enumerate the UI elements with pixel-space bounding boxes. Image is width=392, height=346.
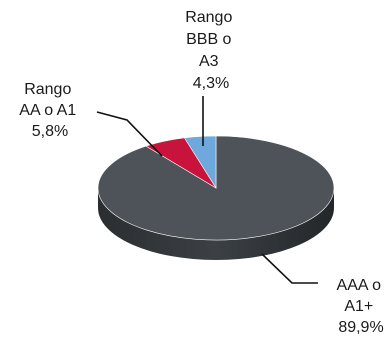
- pie-sides: [98, 188, 334, 260]
- slice-label-bbb: Rango BBB o A3 4,3%: [185, 9, 237, 92]
- pie-side-aaa: [98, 188, 334, 260]
- leader-lines: [96, 96, 318, 284]
- slice-label-aaa: AAA o A1+ 89,9%: [337, 277, 386, 336]
- leader-aaa: [261, 253, 318, 284]
- leader-aa: [96, 111, 163, 157]
- pie-tops: [97, 135, 335, 241]
- slice-label-aa: Rango AA o A1 5,8%: [19, 81, 80, 140]
- pie-slice-bbb: [184, 135, 217, 190]
